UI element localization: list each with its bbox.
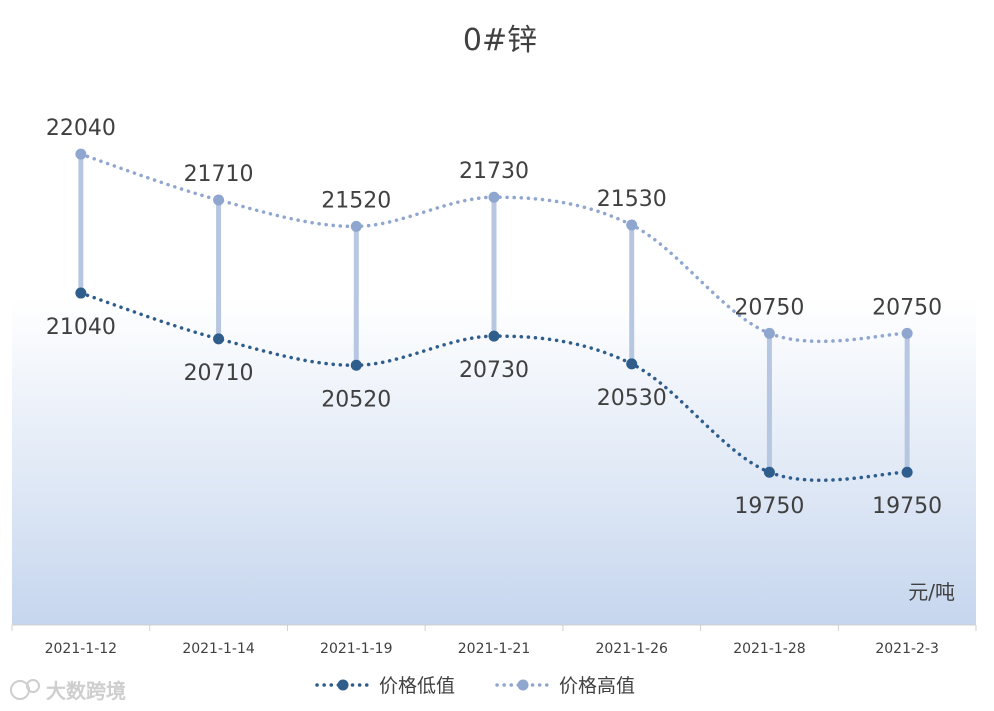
watermark: 大数跨境 (10, 679, 126, 703)
unit-label: 元/吨 (908, 580, 955, 604)
data-label-high: 21530 (597, 187, 667, 212)
plot-layer: 22040 21710 21520 21730 21530 20750 20750 21040… (46, 116, 942, 519)
data-label-low: 20520 (321, 387, 391, 412)
watermark-logo-icon (10, 680, 30, 700)
data-label-low: 20710 (184, 361, 254, 386)
data-label-high: 20750 (734, 295, 804, 320)
data-label-low: 21040 (46, 315, 116, 340)
data-label-high: 21520 (321, 188, 391, 213)
data-label-low: 20530 (597, 386, 667, 411)
data-label-high: 21710 (184, 162, 254, 187)
legend-item: 价格高值 (495, 675, 635, 697)
x-tick-label: 2021-1-28 (733, 641, 805, 657)
legend-item: 价格低值 (315, 675, 455, 697)
data-point (763, 327, 775, 339)
legend-label: 价格低值 (379, 675, 455, 697)
chart-title: 0#锌 (463, 23, 537, 58)
data-label-high: 22040 (46, 116, 116, 141)
legend: 价格低值 价格高值 (315, 675, 635, 697)
data-point (901, 327, 913, 339)
data-point (626, 358, 638, 370)
x-tick-label: 2021-2-3 (875, 641, 939, 657)
data-point (350, 220, 362, 232)
data-point (350, 359, 362, 371)
data-point (488, 191, 500, 203)
data-label-low: 19750 (872, 494, 942, 519)
data-point (75, 287, 87, 299)
plot-area-background (12, 300, 976, 625)
x-tick-label: 2021-1-12 (45, 641, 117, 657)
x-tick-label: 2021-1-14 (182, 641, 255, 657)
x-axis: 2021-1-12 2021-1-14 2021-1-19 2021-1-21 2021… (11, 625, 977, 657)
data-point (488, 330, 500, 342)
legend-swatch-marker (517, 679, 529, 691)
data-label-low: 19750 (734, 494, 804, 519)
x-tick-label: 2021-1-26 (595, 641, 668, 657)
legend-swatch-marker (337, 679, 349, 691)
x-tick-label: 2021-1-21 (458, 641, 530, 657)
data-point (626, 219, 638, 231)
data-point (901, 466, 913, 478)
x-tick-label: 2021-1-19 (320, 641, 392, 657)
legend-label: 价格高值 (559, 675, 635, 697)
data-label-high: 20750 (872, 295, 942, 320)
data-point (75, 148, 87, 160)
data-label-low: 20730 (459, 358, 529, 383)
data-point (213, 194, 225, 206)
data-point (763, 466, 775, 478)
data-label-high: 21730 (459, 159, 529, 184)
watermark-text: 大数跨境 (46, 679, 126, 703)
data-point (213, 333, 225, 345)
